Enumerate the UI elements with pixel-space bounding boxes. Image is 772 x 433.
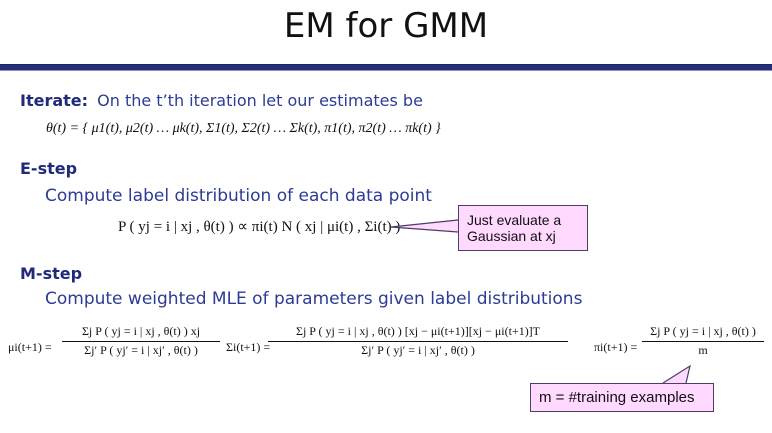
- pi-update-numerator: Σj P ( yj = i | xj , θ(t) ): [650, 324, 756, 338]
- mu-update-lhs: μi(t+1) =: [8, 340, 52, 354]
- sigma-update-lhs: Σi(t+1) =: [226, 340, 271, 354]
- mstep-label: M-step: [20, 264, 83, 283]
- iterate-label: Iterate:: [20, 91, 89, 110]
- pi-update-denominator: m: [698, 342, 708, 357]
- sigma-update-fraction: Σj P ( yj = i | xj , θ(t) ) [xj − μi(t+1…: [268, 325, 568, 356]
- sigma-update-numerator: Σj P ( yj = i | xj , θ(t) ) [xj − μi(t+1…: [295, 324, 541, 338]
- mu-update-fraction-line: [62, 340, 220, 342]
- training-examples-callout-text: m = #training examples: [539, 389, 695, 406]
- estep-equation: P ( yj = i | xj , θ(t) ) ∝ πi(t) N ( xj …: [118, 219, 401, 235]
- mu-update-denominator: Σj′ P ( yj′ = i | xj′ , θ(t) ): [84, 342, 198, 357]
- gaussian-callout: Just evaluate a Gaussian at xj: [458, 205, 588, 251]
- gaussian-callout-text: Just evaluate a Gaussian at xj: [467, 212, 562, 245]
- iterate-line: Iterate: On the t’th iteration let our e…: [20, 91, 423, 110]
- training-examples-callout: m = #training examples: [530, 383, 714, 412]
- estep-label: E-step: [20, 159, 78, 178]
- pi-update-lhs: πi(t+1) =: [594, 340, 638, 354]
- slide-title: EM for GMM: [283, 6, 489, 46]
- sigma-update-denominator: Σj′ P ( yj′ = i | xj′ , θ(t) ): [361, 342, 475, 357]
- mu-update-fraction: Σj P ( yj = i | xj , θ(t) ) xj Σj′ P ( y…: [62, 325, 220, 356]
- pi-update-fraction-line: [642, 340, 764, 342]
- mstep-text: Compute weighted MLE of parameters given…: [45, 289, 583, 309]
- title-divider: [0, 64, 772, 71]
- gaussian-callout-pointer: [390, 219, 459, 233]
- training-examples-callout-pointer: [662, 364, 691, 384]
- estep-text: Compute label distribution of each data …: [45, 186, 432, 206]
- sigma-update-fraction-line: [268, 340, 568, 342]
- parameter-estimates: θ(t) = { μ1(t), μ2(t) … μk(t), Σ1(t), Σ2…: [46, 121, 441, 136]
- mu-update-numerator: Σj P ( yj = i | xj , θ(t) ) xj: [81, 324, 201, 338]
- pi-update-fraction: Σj P ( yj = i | xj , θ(t) ) m: [642, 325, 764, 356]
- iterate-text: On the t’th iteration let our estimates …: [97, 91, 423, 110]
